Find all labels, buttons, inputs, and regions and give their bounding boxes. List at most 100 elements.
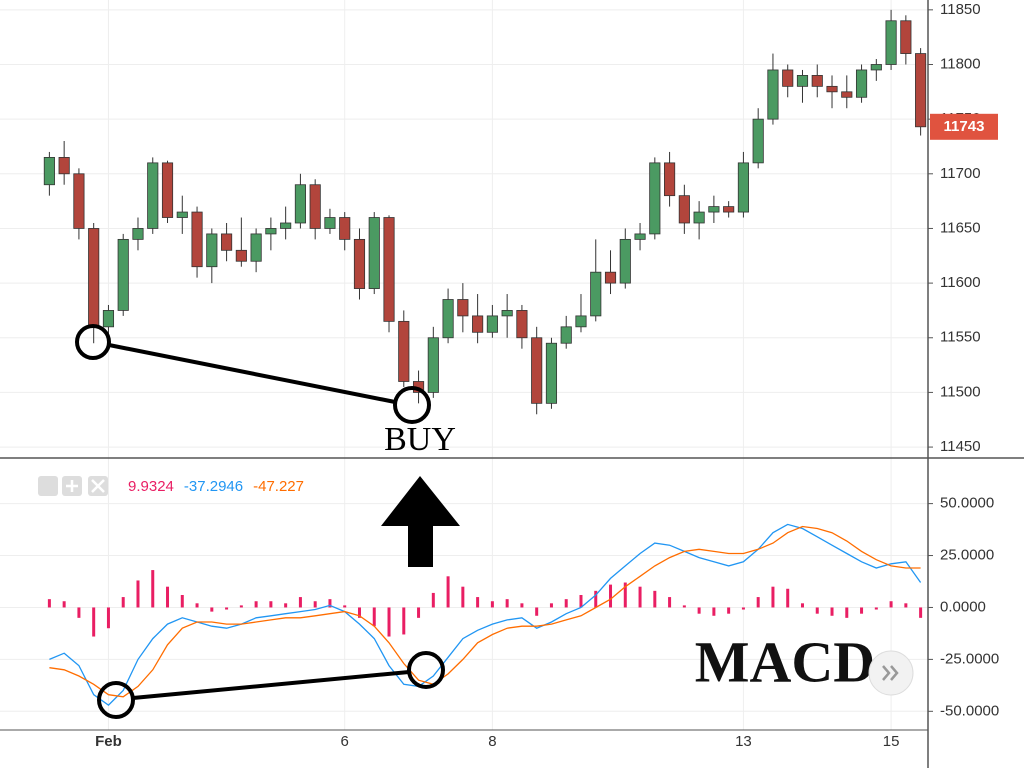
histogram-bar [638,586,642,608]
y-tick-label: 11650 [940,219,981,236]
histogram-bar [874,607,878,610]
candle-body [501,310,513,317]
candle-body [900,20,912,54]
histogram-bar [609,584,613,608]
histogram-bar [210,607,214,612]
histogram-bar [106,607,110,629]
histogram-bar [417,607,421,618]
histogram-bar [919,607,923,618]
circle [75,324,111,360]
settings-button[interactable] [38,476,58,496]
histogram-bar [594,590,598,608]
y-tick-label: 0.0000 [940,598,986,615]
candle-body [427,337,439,393]
candle-body [590,271,602,317]
candle-body [206,233,218,268]
histogram-bar [889,601,893,608]
histogram-bar [239,605,243,608]
candle-body [885,20,897,65]
candle-body [353,238,366,289]
x-tick-label: 13 [735,733,752,750]
candle-body [649,162,661,235]
candle-body [796,75,809,87]
scroll-button[interactable] [868,650,914,696]
y-tick-label: -50.0000 [940,702,999,719]
histogram-bar [564,599,568,608]
candle-body [102,310,115,328]
candle-body [486,315,498,333]
circle [407,651,445,689]
candle-body [560,326,572,344]
candle-body [915,53,927,128]
candle-body [43,157,55,186]
circle [97,681,135,719]
candle-body [265,228,277,235]
divergence-drawing [75,324,445,719]
histogram-bar [461,586,465,608]
candle-body [309,184,321,229]
histogram-bar [800,603,804,608]
histogram-bar [328,599,332,608]
histogram-bar [476,597,480,608]
candle-body [88,228,100,328]
histogram-bar [786,588,790,608]
candle-body [841,91,853,98]
indicator-value: 9.9324 [128,478,174,495]
candle-body [58,157,70,175]
candle-body [678,195,690,224]
histogram-bar [697,607,701,614]
marks [43,9,927,706]
candle-body [191,211,203,268]
candle-body [723,206,735,213]
y-tick-label: 11600 [940,274,981,291]
histogram-bar [860,607,864,614]
macd-line [49,525,921,698]
candle-body [161,162,174,218]
candle-body [117,238,129,311]
candle-body [737,162,749,213]
histogram-bar [121,597,125,608]
candle-body [383,217,395,322]
buy-arrow [381,476,460,567]
candle-body [73,173,85,229]
histogram-bar [77,607,81,618]
candle-body [826,85,838,93]
histogram-bar [180,595,184,608]
candle-body [457,299,469,317]
histogram-bar [535,607,539,616]
histogram-bar [269,601,273,608]
histogram-bar [357,607,361,618]
candle-body [575,315,587,328]
histogram-bar [579,595,583,608]
scroll-button-bg[interactable] [868,650,914,696]
histogram-bar [727,607,731,614]
x-tick-label: 6 [341,733,349,750]
histogram-bar [682,605,686,608]
candle-body [855,69,868,98]
candle-body [324,217,336,229]
histogram-bar [47,599,51,608]
histogram-bar [387,607,391,637]
y-tick-label: 25.0000 [940,547,994,564]
histogram-bar [549,603,553,608]
histogram-bar [756,597,760,608]
candle-body [280,222,292,229]
histogram-bar [313,601,317,608]
close-icon [91,479,105,493]
candle-body [619,238,631,284]
candle-body [472,315,484,333]
histogram-bar [343,605,347,608]
histogram-bar [904,603,908,608]
candle-body [250,233,262,262]
histogram-bar [254,601,258,608]
candle-body [442,299,454,339]
candle-body [221,233,233,251]
histogram-bar [284,603,288,608]
histogram-bar [815,607,819,614]
candle-body [545,342,558,404]
candle-body [752,118,764,164]
candle-body [339,217,351,240]
candle-body [368,217,380,289]
x-tick-label: Feb [95,733,122,750]
